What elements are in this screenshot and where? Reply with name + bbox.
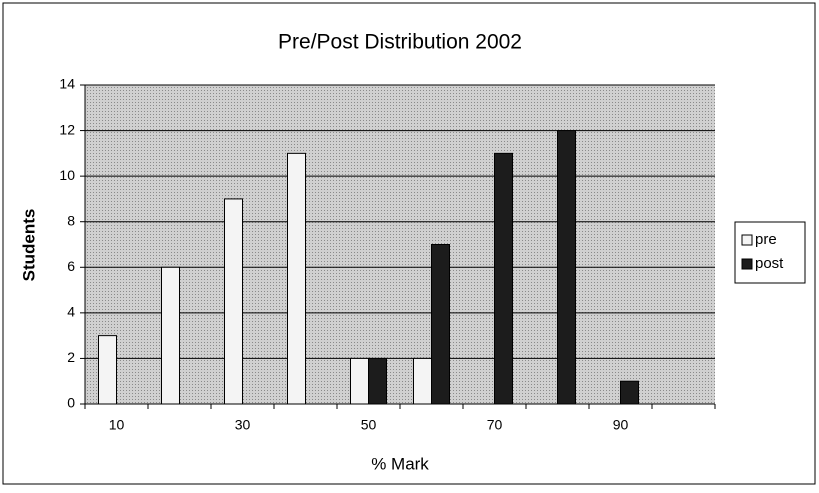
bar xyxy=(224,198,243,405)
x-tick-label: 50 xyxy=(361,417,377,433)
legend-swatch xyxy=(741,258,753,270)
y-tick-label: 12 xyxy=(59,121,75,137)
y-tick-label: 10 xyxy=(59,167,75,183)
y-axis-label: Students xyxy=(19,209,38,282)
bar xyxy=(557,130,576,405)
y-tick-label: 6 xyxy=(67,258,75,274)
legend-label: pre xyxy=(755,231,777,248)
legend-box xyxy=(734,221,806,284)
legend-label: post xyxy=(755,255,784,272)
bar xyxy=(368,357,387,405)
legend-swatch xyxy=(741,234,753,246)
x-tick-label: 30 xyxy=(235,417,251,433)
bar xyxy=(431,244,450,405)
x-tick-label: 90 xyxy=(613,417,629,433)
chart-title: Pre/Post Distribution 2002 xyxy=(278,31,522,54)
x-tick-label: 70 xyxy=(487,417,503,433)
y-tick-label: 4 xyxy=(67,304,75,320)
y-tick-label: 2 xyxy=(67,349,75,365)
bar xyxy=(287,152,306,405)
bar xyxy=(350,357,369,405)
x-axis-label: % Mark xyxy=(371,454,429,473)
y-tick-label: 8 xyxy=(67,212,75,228)
y-tick-label: 14 xyxy=(59,76,75,92)
bar xyxy=(620,380,639,405)
bar xyxy=(413,357,432,405)
plot-area xyxy=(85,85,715,404)
bar xyxy=(494,152,513,405)
x-tick-label: 10 xyxy=(109,417,125,433)
bar xyxy=(161,266,180,405)
y-tick-label: 0 xyxy=(67,395,75,411)
bar xyxy=(98,335,117,405)
